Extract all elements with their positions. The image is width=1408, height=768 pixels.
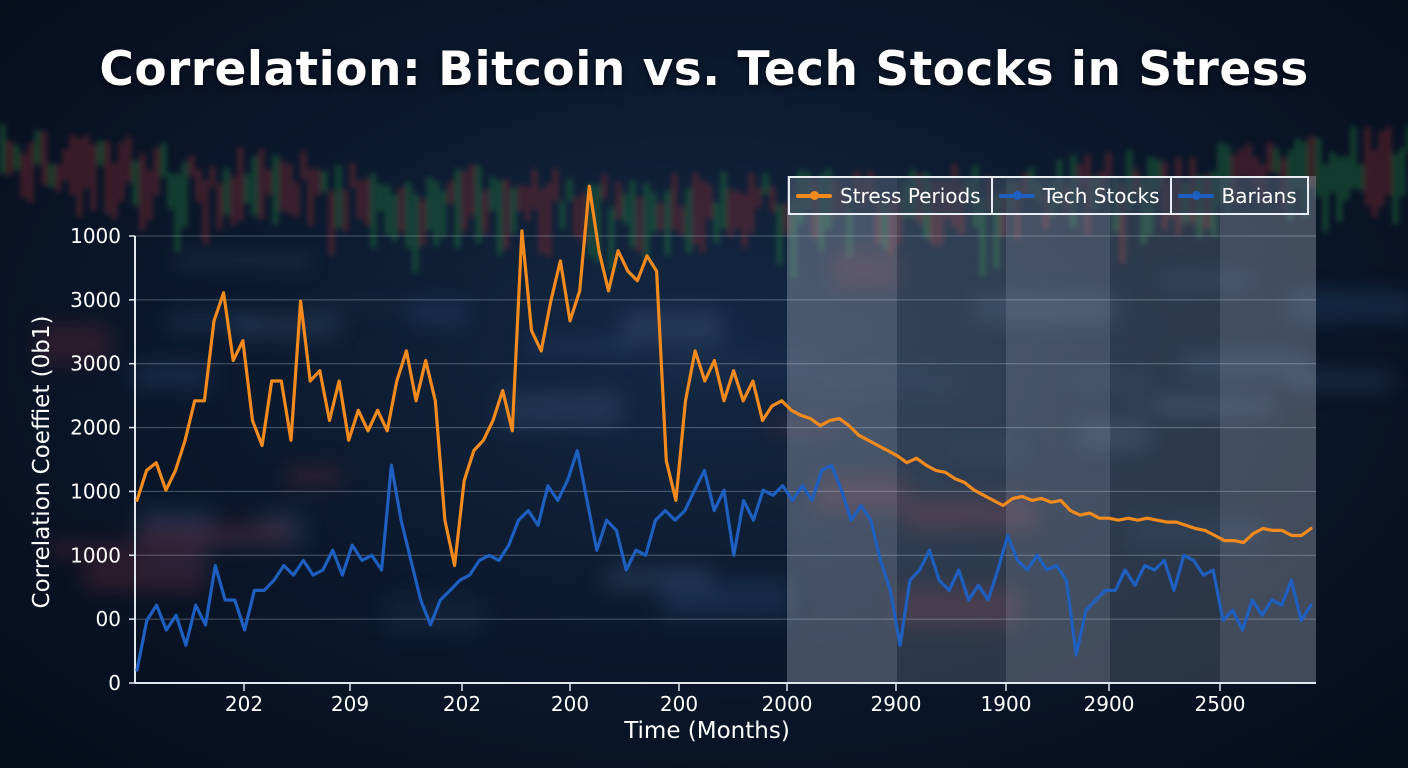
x-tick-label: 1900	[981, 692, 1032, 716]
y-tick-label: 3000	[70, 288, 121, 312]
legend-label: Barians	[1221, 183, 1297, 208]
stress-period-band	[1110, 176, 1220, 683]
y-axis-label: Correlation Coeffiet (0b1)	[29, 315, 55, 609]
x-tick-label: 209	[331, 692, 369, 716]
series-line-tech-stocks	[135, 449, 1313, 672]
legend-label: Tech Stocks	[1042, 183, 1160, 208]
y-tick-label: 1000	[70, 479, 121, 503]
legend: Stress Periods Tech Stocks Barians	[788, 176, 1309, 215]
chart-title: Correlation: Bitcoin vs. Tech Stocks in …	[99, 42, 1309, 97]
x-tick-label: 2900	[871, 692, 922, 716]
legend-item-tech-stocks: Tech Stocks	[993, 178, 1172, 213]
stress-period-band	[897, 176, 1006, 683]
y-tick-label: 1000	[70, 543, 121, 567]
x-tick-label: 2000	[762, 692, 813, 716]
y-tick-label: 00	[96, 607, 121, 631]
x-tick-label: 200	[660, 692, 698, 716]
y-tick-label: 1000	[70, 224, 121, 248]
series-line-stress-periods	[135, 184, 1313, 568]
blue-line-swatch-icon	[998, 190, 1035, 200]
legend-item-stress-periods: Stress Periods	[790, 178, 993, 213]
stress-period-band	[1006, 176, 1110, 683]
x-tick-label: 2900	[1084, 692, 1135, 716]
stress-period-band	[1220, 176, 1316, 683]
y-tick-label: 2000	[70, 416, 121, 440]
stress-period-band	[787, 176, 897, 683]
x-axis-label: Time (Months)	[624, 718, 790, 744]
orange-line-swatch-icon	[796, 190, 832, 200]
x-tick-label: 202	[443, 692, 481, 716]
x-tick-label: 202	[225, 692, 263, 716]
legend-item-barians: Barians	[1172, 178, 1307, 213]
y-tick-label: 3000	[70, 352, 121, 376]
x-tick-label: 2500	[1195, 692, 1246, 716]
blue-line-swatch-icon	[1177, 190, 1214, 200]
y-tick-label: 0	[108, 671, 121, 695]
floor-lights	[37, 251, 1408, 636]
x-tick-label: 200	[551, 692, 589, 716]
legend-label: Stress Periods	[840, 183, 981, 208]
